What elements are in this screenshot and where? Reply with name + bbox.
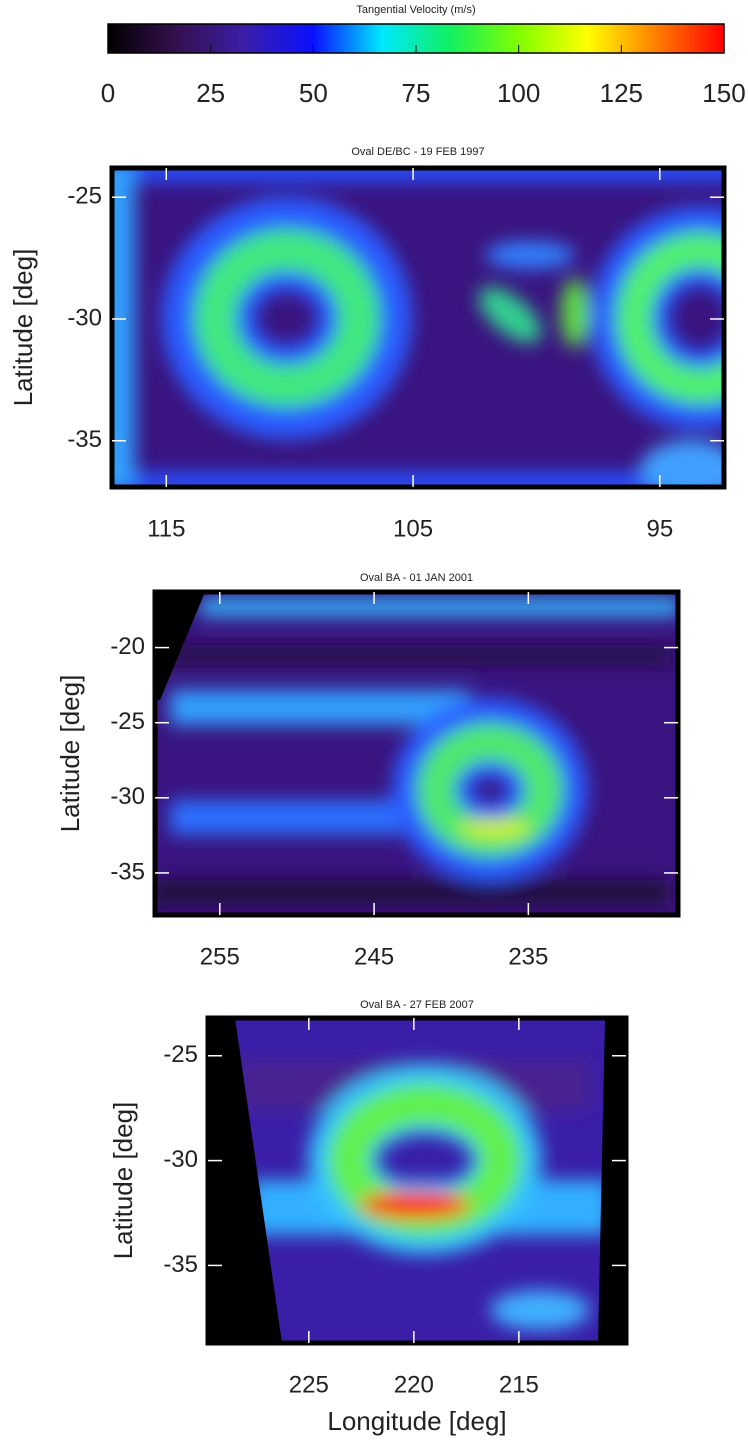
panel-title: Oval BA - 27 FEB 2007: [360, 999, 474, 1011]
y-tick-label: -35: [163, 1251, 198, 1278]
heatmap-image: [155, 592, 678, 915]
y-tick-label: -25: [110, 708, 145, 735]
x-tick-label: 220: [394, 1371, 434, 1398]
tick-label: 100: [497, 78, 540, 108]
x-tick-label: 245: [354, 943, 394, 970]
y-tick-label: -30: [110, 783, 145, 810]
plot-frame: [152, 589, 681, 918]
tick-label: 125: [600, 78, 643, 108]
y-tick-label: -35: [110, 858, 145, 885]
y-axis-label: Latitude [deg]: [55, 675, 85, 833]
x-tick-label: 105: [393, 515, 433, 542]
panel-title: Oval BA - 01 JAN 2001: [360, 572, 473, 584]
panel-title: Oval DE/BC - 19 FEB 1997: [351, 146, 484, 158]
x-tick-label: 255: [200, 943, 240, 970]
x-axis-label: Longitude [deg]: [327, 1406, 506, 1436]
y-tick-label: -25: [67, 183, 102, 210]
x-tick-label: 95: [646, 515, 673, 542]
y-tick-label: -30: [67, 304, 102, 331]
tick-label: 75: [402, 78, 431, 108]
tick-label: 150: [702, 78, 745, 108]
x-tick-label: 215: [499, 1371, 539, 1398]
y-axis-label: Latitude [deg]: [108, 1102, 138, 1260]
colorbar-title: Tangential Velocity (m/s): [356, 4, 475, 16]
heatmap-image: [208, 1018, 626, 1343]
plot-frame: [109, 165, 727, 490]
plot-frame: [205, 1015, 629, 1346]
tick-label: 50: [299, 78, 328, 108]
x-tick-label: 225: [289, 1371, 329, 1398]
tick-label: 25: [196, 78, 225, 108]
y-tick-label: -25: [163, 1041, 198, 1068]
y-axis-label: Latitude [deg]: [8, 249, 38, 407]
tick-label: 0: [101, 78, 115, 108]
heatmap-image: [112, 168, 724, 487]
y-tick-label: -30: [163, 1146, 198, 1173]
x-tick-label: 115: [147, 515, 185, 542]
y-tick-label: -35: [67, 426, 102, 453]
y-tick-label: -20: [110, 633, 145, 660]
x-tick-label: 235: [508, 943, 548, 970]
